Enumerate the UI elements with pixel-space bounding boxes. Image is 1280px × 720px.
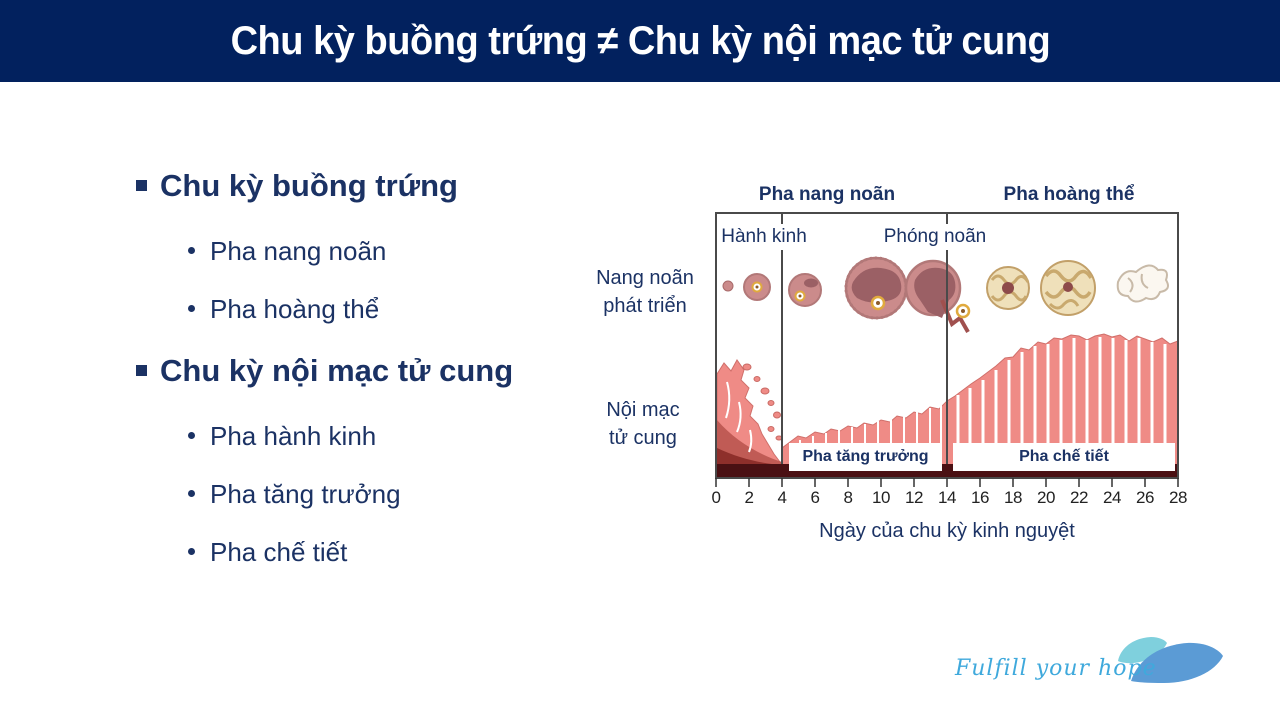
proliferative-phase-box: Pha tăng trưởng [789,443,942,471]
dot-bullet-icon [188,432,195,439]
outline-item: Pha hoàng thể [188,293,606,325]
slide-title-bar: Chu kỳ buồng trứng ≠ Chu kỳ nội mạc tử c… [0,0,1280,82]
axis-tick-label: 20 [1037,488,1055,507]
menstruation-label: Hành kinh [721,226,807,247]
dot-bullet-icon [188,490,195,497]
axis-tick-label: 14 [938,488,956,507]
axis-tick-label: 28 [1169,488,1187,507]
outline-item: Pha tăng trưởng [188,478,606,510]
axis-ticks [715,478,1179,487]
axis-tick-label: 2 [744,488,754,507]
outline-item-label: Pha hành kinh [210,421,377,451]
axis-tick-label: 18 [1004,488,1022,507]
endometrium-menstruation-graphic [716,359,783,467]
dot-bullet-icon [188,305,195,312]
axis-tick-label: 24 [1103,488,1121,507]
axis-tick-label: 22 [1070,488,1088,507]
dot-bullet-icon [188,548,195,555]
diagram-frame [715,212,1179,479]
secretory-phase-box: Pha chế tiết [953,443,1175,471]
axis-title: Ngày của chu kỳ kinh nguyệt [819,520,1075,542]
dot-bullet-icon [188,247,195,254]
outline-item-label: Pha chế tiết [210,537,348,567]
outline-section-endometrial: Chu kỳ nội mạc tử cung [136,351,606,390]
axis-tick-label: 8 [843,488,853,507]
endometrium-row-label: Nội mạc tử cung [606,399,680,449]
outline-section-label: Chu kỳ nội mạc tử cung [160,353,514,388]
axis-tick-label: 6 [810,488,820,507]
outline-item: Pha hành kinh [188,420,606,452]
outline-item: Pha nang noãn [188,235,606,267]
axis-tick-label: 4 [777,488,787,507]
follicle-row-graphic [722,256,1169,333]
day-axis: 0 2 4 6 8 10 12 14 16 18 20 22 24 26 28 [712,488,1188,510]
outline-item: Pha chế tiết [188,536,606,568]
square-bullet-icon [136,365,147,376]
axis-tick-label: 10 [872,488,890,507]
outline-item-label: Pha hoàng thể [210,294,380,324]
outline-section-ovarian: Chu kỳ buồng trứng [136,166,606,205]
phase-label-follicular: Pha nang noãn [758,184,896,205]
axis-tick-label: 0 [711,488,721,507]
axis-tick-label: 12 [905,488,923,507]
ovulation-label: Phóng noãn [883,226,987,247]
outline-list: Chu kỳ buồng trứng Pha nang noãn Pha hoà… [136,166,606,594]
square-bullet-icon [136,180,147,191]
slide-title: Chu kỳ buồng trứng ≠ Chu kỳ nội mạc tử c… [230,18,1050,63]
outline-section-label: Chu kỳ buồng trứng [160,168,458,203]
outline-item-label: Pha nang noãn [210,236,387,266]
phase-label-luteal: Pha hoàng thể [1003,184,1135,205]
logo-tagline: Fulfill your hope [955,656,1157,681]
axis-tick-label: 16 [971,488,989,507]
axis-tick-label: 26 [1136,488,1154,507]
outline-item-label: Pha tăng trưởng [210,479,401,509]
follicle-row-label: Nang noãn phát triển [596,267,694,317]
